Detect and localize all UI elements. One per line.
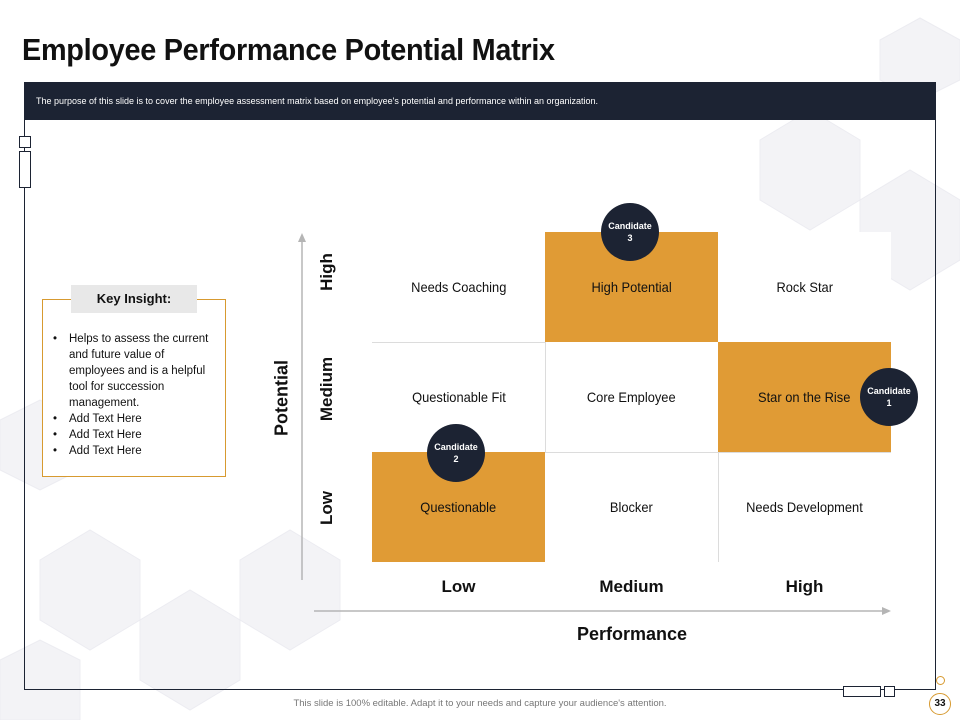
key-insight-item: Add Text Here bbox=[53, 443, 221, 459]
key-insight-item: Add Text Here bbox=[53, 427, 221, 443]
decorative-dot bbox=[936, 676, 945, 685]
matrix-cell-core-employee: Core Employee bbox=[545, 342, 718, 452]
cell-label: Questionable Fit bbox=[411, 389, 506, 405]
row-label-low: Low bbox=[317, 491, 336, 525]
grid-divider bbox=[718, 452, 719, 562]
key-insight-box: Key Insight: Helps to assess the current… bbox=[42, 285, 226, 477]
row-label-high: High bbox=[317, 253, 336, 291]
candidate-label: Candidate bbox=[434, 442, 478, 452]
cell-label: Star on the Rise bbox=[758, 389, 851, 405]
frame-handle-bottom-wide bbox=[843, 686, 881, 697]
row-label-medium: Medium bbox=[317, 356, 336, 422]
grid-divider bbox=[372, 342, 545, 343]
page-number-badge: 33 bbox=[929, 693, 951, 715]
key-insight-list: Helps to assess the current and future v… bbox=[53, 331, 221, 459]
candidate-marker-2: Candidate 2 bbox=[427, 424, 485, 482]
matrix-cell-blocker: Blocker bbox=[545, 452, 718, 562]
slide-title: Employee Performance Potential Matrix bbox=[22, 32, 555, 67]
matrix-cell-needs-coaching: Needs Coaching bbox=[372, 232, 545, 342]
key-insight-heading: Key Insight: bbox=[71, 285, 197, 313]
candidate-label: Candidate bbox=[608, 221, 652, 231]
footer-note: This slide is 100% editable. Adapt it to… bbox=[293, 698, 667, 709]
cell-label: Rock Star bbox=[776, 279, 833, 295]
candidate-marker-1: Candidate 1 bbox=[860, 368, 918, 426]
column-label-high: High bbox=[785, 577, 824, 596]
matrix-cell-questionable-fit: Questionable Fit bbox=[372, 342, 545, 452]
cell-label: Needs Development bbox=[746, 499, 863, 515]
matrix-cell-rock-star: Rock Star bbox=[718, 232, 891, 342]
cell-label: Blocker bbox=[610, 499, 653, 515]
column-label-medium: Medium bbox=[599, 577, 664, 596]
frame-handle-bottom-small bbox=[884, 686, 895, 697]
cell-label: Questionable bbox=[420, 499, 497, 515]
cell-label: Core Employee bbox=[587, 389, 676, 405]
key-insight-item: Helps to assess the current and future v… bbox=[53, 331, 221, 411]
candidate-number: 3 bbox=[627, 233, 633, 243]
cell-label: High Potential bbox=[591, 279, 672, 295]
candidate-marker-3: Candidate 3 bbox=[601, 203, 659, 261]
performance-potential-matrix: Needs Coaching High Potential Rock Star … bbox=[372, 232, 891, 562]
cell-label: Needs Coaching bbox=[410, 279, 507, 295]
candidate-number: 2 bbox=[453, 454, 459, 464]
candidate-label: Candidate bbox=[867, 386, 911, 396]
frame-handle-small bbox=[19, 136, 31, 148]
y-axis-title: Potential bbox=[271, 359, 292, 437]
x-axis-title: Performance bbox=[576, 624, 688, 644]
description-banner: The purpose of this slide is to cover th… bbox=[24, 82, 936, 120]
candidate-number: 1 bbox=[886, 398, 892, 408]
matrix-cell-needs-development: Needs Development bbox=[718, 452, 891, 562]
column-label-low: Low bbox=[441, 577, 476, 596]
key-insight-item: Add Text Here bbox=[53, 411, 221, 427]
frame-handle-tall bbox=[19, 151, 31, 188]
grid-divider bbox=[545, 342, 546, 452]
